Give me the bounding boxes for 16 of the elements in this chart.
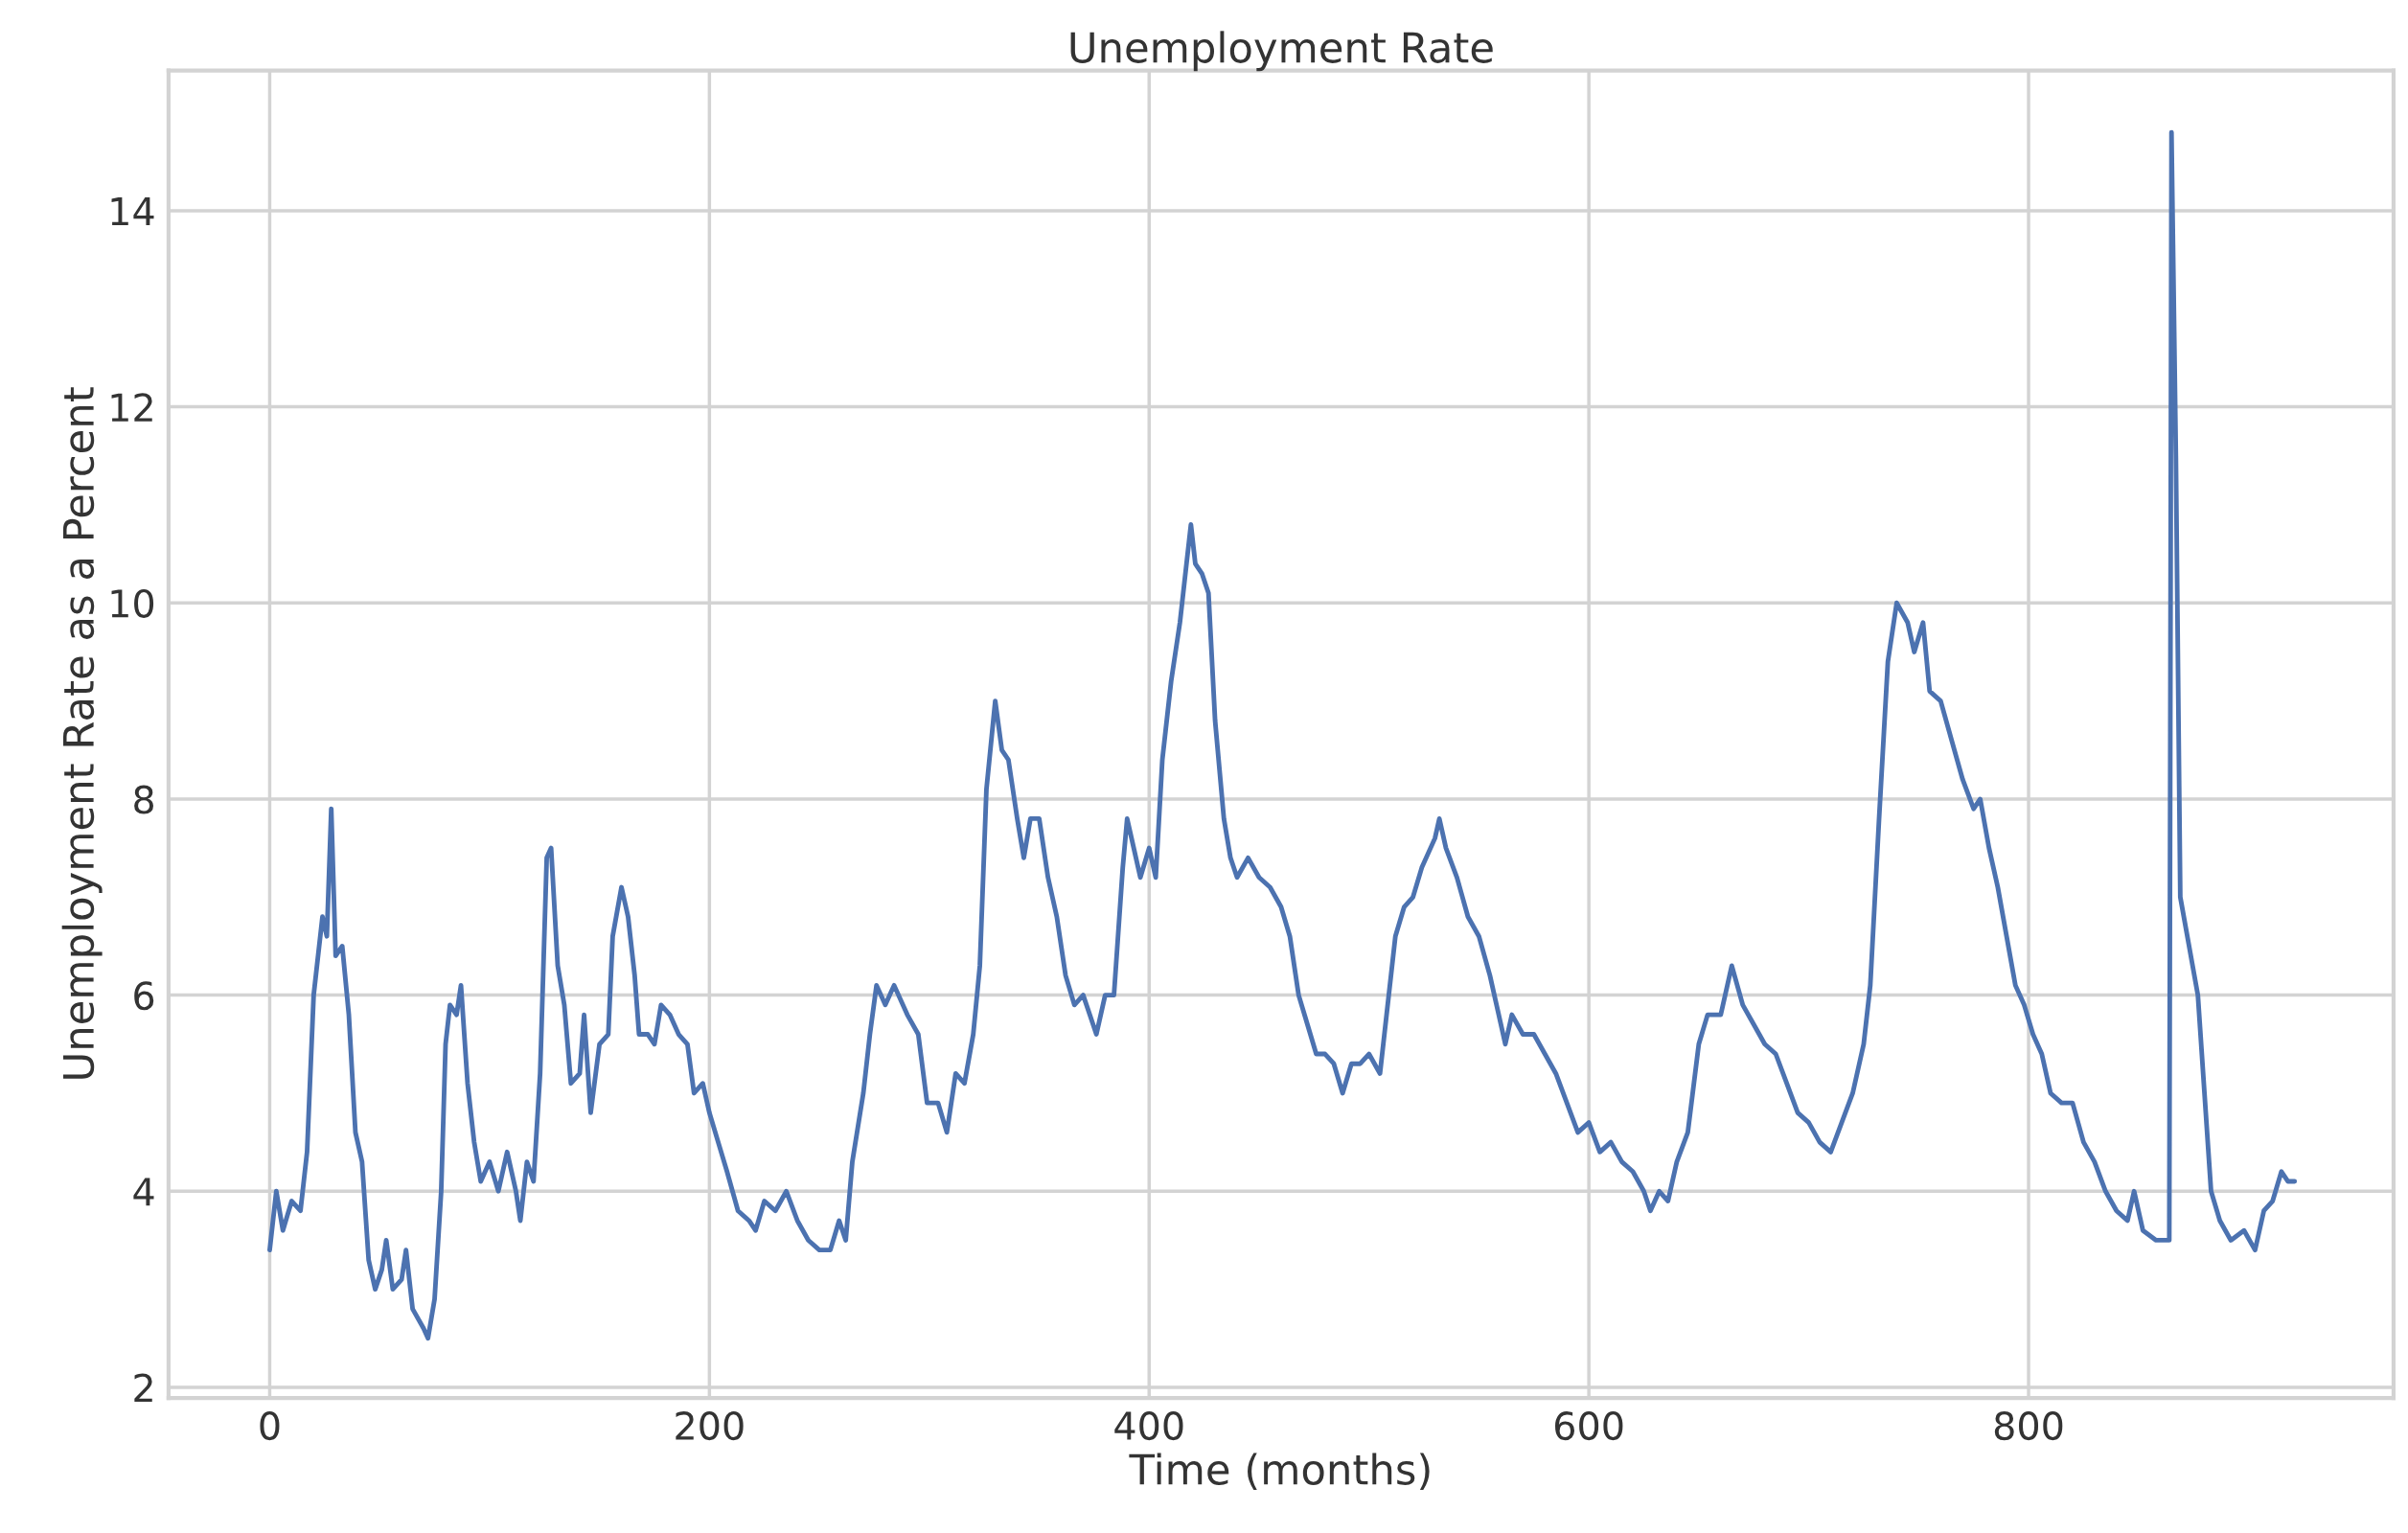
y-tick-label: 10 (111, 588, 154, 618)
x-tick-label: 200 (676, 1411, 744, 1441)
x-tick-label: 600 (1555, 1411, 1623, 1441)
y-axis-title: Unemployment Rate as a Percent (61, 387, 103, 1079)
x-tick-label: 800 (1994, 1411, 2063, 1441)
y-tick-label: 12 (111, 393, 152, 422)
line-series (267, 129, 2298, 1341)
chart-title: Unemployment Rate (1070, 31, 1493, 72)
x-tick-label: 0 (260, 1411, 280, 1441)
y-tick-label: 2 (134, 1373, 152, 1403)
x-tick-label: 400 (1114, 1411, 1183, 1441)
y-tick-label: 6 (134, 981, 154, 1011)
y-tick-label: 8 (134, 785, 153, 814)
x-axis-title: Time (months) (1129, 1453, 1430, 1491)
y-tick-label: 14 (111, 197, 154, 226)
y-tick-label: 4 (133, 1178, 154, 1206)
